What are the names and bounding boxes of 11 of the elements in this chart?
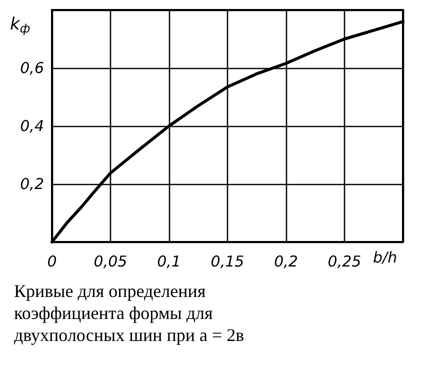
y-tick-label: 0,2 xyxy=(20,175,44,193)
x-tick-label: 0 xyxy=(47,252,57,270)
x-tick-label: 0,2 xyxy=(274,252,298,270)
text: Кривые для определения коэффициента формы для двухполосных шин при a = 2в xyxy=(14,281,244,345)
x-axis-title: b/h xyxy=(373,248,398,266)
y-tick-label: 0,4 xyxy=(20,117,44,135)
x-tick-label: 0,25 xyxy=(328,252,362,270)
x-tick-label: 0,15 xyxy=(210,252,244,270)
y-tick-label: 0,6 xyxy=(20,59,44,77)
x-tick-label: 0,1 xyxy=(157,252,181,270)
x-tick-label: 0,05 xyxy=(94,252,128,270)
